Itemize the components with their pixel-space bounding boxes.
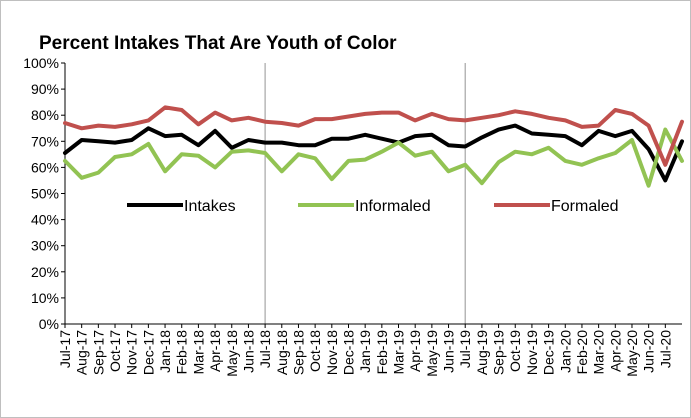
x-tick-label: Jun-20 [641,330,657,373]
y-tick-label: 30% [31,238,59,254]
x-tick-label: Aug-18 [274,330,290,375]
x-tick-label: Jul-18 [257,330,273,368]
y-tick-label: 60% [31,159,59,175]
axes [64,63,682,325]
legend-label-informaled: Informaled [355,198,431,215]
y-tick-label: 50% [31,186,59,202]
legend-label-formaled: Formaled [551,198,619,215]
x-tick-label: Oct-18 [307,330,323,372]
x-tick-label: Jan-18 [157,330,173,373]
x-tick-label: Jun-19 [441,330,457,373]
x-tick-label: Mar-19 [391,330,407,375]
x-tick-label: Jul-20 [657,330,673,368]
x-tick-label: Jan-20 [557,330,573,373]
x-tick-label: Jul-19 [457,330,473,368]
x-tick-label: Nov-19 [524,330,540,375]
x-tick-label: Dec-17 [140,330,156,375]
grid-lines [264,63,466,324]
x-tick-label: Jan-19 [357,330,373,373]
y-tick-label: 40% [31,212,59,228]
x-tick-label: May-18 [224,330,240,377]
chart-title: Percent Intakes That Are Youth of Color [39,33,397,54]
x-tick-label: Dec-18 [340,330,356,375]
x-tick-label: Nov-17 [124,330,140,375]
x-tick-label: May-19 [424,330,440,377]
x-tick-label: Oct-17 [107,330,123,372]
x-axis-tick-labels: Jul-17 Aug-17 Sep-17 Oct-17 Nov-17 Dec-17 Jan-… [57,324,673,377]
x-tick-label: Sep-18 [290,330,306,375]
legend-label-intakes: Intakes [184,198,236,215]
x-tick-label: Mar-18 [190,330,206,375]
y-tick-label: 90% [31,81,59,97]
y-axis-tick-labels: 0% 10% 20% 30% 40% 50% 60% 70% 80% 90% 100% [23,55,65,332]
x-tick-label: Oct-19 [507,330,523,372]
y-tick-label: 0% [39,316,59,332]
x-tick-label: Apr-20 [607,330,623,372]
x-tick-label: May-20 [624,330,640,377]
x-tick-label: Nov-18 [324,330,340,375]
y-tick-label: 100% [23,55,59,71]
series-lines [63,105,684,188]
series-line-formaled [63,105,684,167]
x-tick-label: Aug-17 [74,330,90,375]
x-tick-label: Mar-20 [591,330,607,375]
series-line-informaled [63,127,684,188]
x-tick-label: Feb-18 [174,330,190,375]
x-tick-label: Jun-18 [240,330,256,373]
series-line-intakes [63,123,684,183]
x-tick-label: Dec-19 [541,330,557,375]
x-tick-label: Apr-18 [207,330,223,372]
x-tick-label: Apr-19 [407,330,423,372]
x-tick-label: Sep-17 [90,330,106,375]
x-tick-label: Feb-19 [374,330,390,375]
y-tick-label: 70% [31,133,59,149]
y-tick-label: 80% [31,107,59,123]
legend: Intakes Informaled Formaled [127,198,619,215]
y-tick-label: 10% [31,290,59,306]
x-tick-label: Aug-19 [474,330,490,375]
x-tick-label: Feb-20 [574,330,590,375]
x-tick-label: Sep-19 [491,330,507,375]
y-tick-label: 20% [31,264,59,280]
x-tick-label: Jul-17 [57,330,73,368]
